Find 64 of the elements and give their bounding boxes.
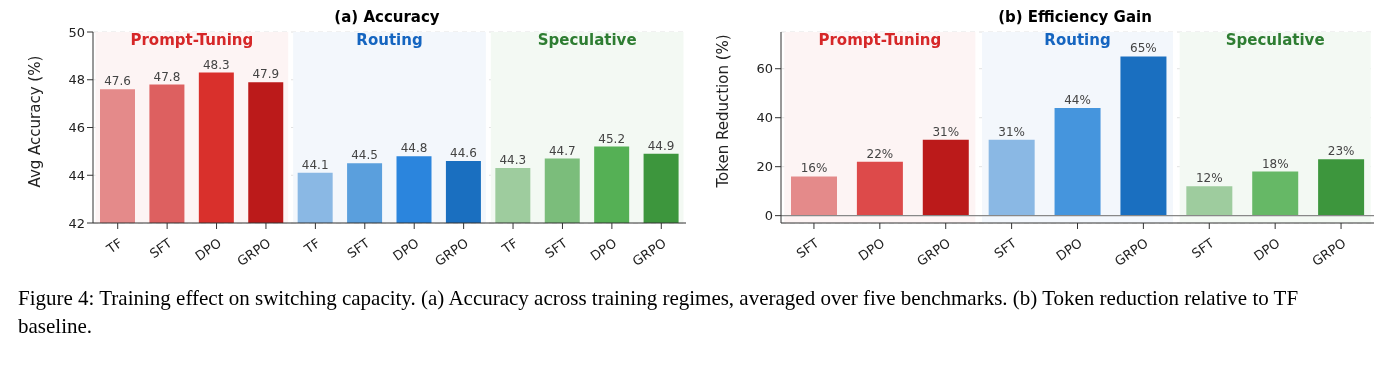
data-label: 44.3 xyxy=(499,153,527,168)
x-tick-label: SFT xyxy=(146,235,175,262)
data-label: 18% xyxy=(1261,156,1289,171)
data-label: 47.6 xyxy=(104,74,131,89)
data-label: 12% xyxy=(1196,171,1223,186)
bar xyxy=(791,176,837,216)
x-tick-label: SFT xyxy=(344,235,373,262)
y-tick-label: 60 xyxy=(756,61,773,77)
data-label: 47.9 xyxy=(252,67,280,82)
y-tick-label: 48 xyxy=(68,72,85,88)
x-tick-label: TF xyxy=(300,235,323,258)
data-label: 23% xyxy=(1327,144,1355,159)
data-label: 44.5 xyxy=(351,148,378,163)
y-axis-title: Avg Accuracy (%) xyxy=(26,55,45,188)
y-tick-label: 42 xyxy=(68,215,85,231)
data-label: 44.6 xyxy=(450,145,477,160)
x-tick-label: SFT xyxy=(542,235,570,262)
x-tick-label: DPO xyxy=(390,235,422,264)
data-label: 65% xyxy=(1130,41,1157,56)
x-tick-label: SFT xyxy=(793,235,822,262)
data-label: 44.8 xyxy=(400,141,428,156)
x-tick-label: DPO xyxy=(1251,235,1283,264)
data-label: 45.2 xyxy=(598,131,626,146)
x-tick-label: DPO xyxy=(192,235,224,264)
data-label: 44% xyxy=(1064,92,1091,107)
data-label: 44.7 xyxy=(548,143,576,158)
annotation: Prompt-Tuning xyxy=(130,30,254,49)
chart-title: (b) Efficiency Gain xyxy=(997,8,1153,28)
y-tick-label: 0 xyxy=(764,208,773,224)
bar xyxy=(856,161,903,216)
data-label: 22% xyxy=(866,146,894,161)
bar xyxy=(1186,186,1233,216)
bar xyxy=(922,139,969,216)
data-label: 16% xyxy=(800,161,828,176)
chart-title: (a) Accuracy xyxy=(334,8,440,26)
data-label: 31% xyxy=(932,124,960,139)
y-tick-label: 44 xyxy=(68,167,85,183)
bar xyxy=(1120,56,1167,216)
x-tick-label: DPO xyxy=(855,235,888,264)
x-tick-label: TF xyxy=(498,235,521,258)
x-tick-label: TF xyxy=(103,235,126,258)
data-label: 44.1 xyxy=(301,157,329,172)
data-label: 48.3 xyxy=(202,57,230,72)
x-tick-label: DPO xyxy=(1053,235,1085,264)
bar xyxy=(1252,171,1299,216)
annotation: Routing xyxy=(356,30,423,49)
caption: Figure 4: Training effect on switching capacity. (a) Accuracy across training regimes, averaged over five benchmarks. (b) Token reduction relative to TF baseline. xyxy=(17,285,1300,340)
y-axis-title: Token Reduction (%) xyxy=(714,34,733,189)
data-label: 47.8 xyxy=(153,69,181,84)
x-tick-label: SFT xyxy=(991,235,1020,262)
annotation: Speculative xyxy=(537,30,637,49)
x-tick-label: SFT xyxy=(1188,235,1217,262)
annotation: Routing xyxy=(1044,30,1111,49)
bar xyxy=(1054,107,1101,216)
data-label: 44.9 xyxy=(647,138,675,153)
y-tick-label: 40 xyxy=(756,110,773,126)
y-tick-label: 46 xyxy=(68,120,85,136)
annotation: Prompt-Tuning xyxy=(818,30,942,49)
bar xyxy=(1318,159,1365,216)
data-label: 31% xyxy=(998,124,1025,139)
annotation: Speculative xyxy=(1225,30,1325,49)
x-tick-label: DPO xyxy=(587,235,620,264)
bar xyxy=(988,139,1035,216)
y-tick-label: 20 xyxy=(756,159,773,175)
